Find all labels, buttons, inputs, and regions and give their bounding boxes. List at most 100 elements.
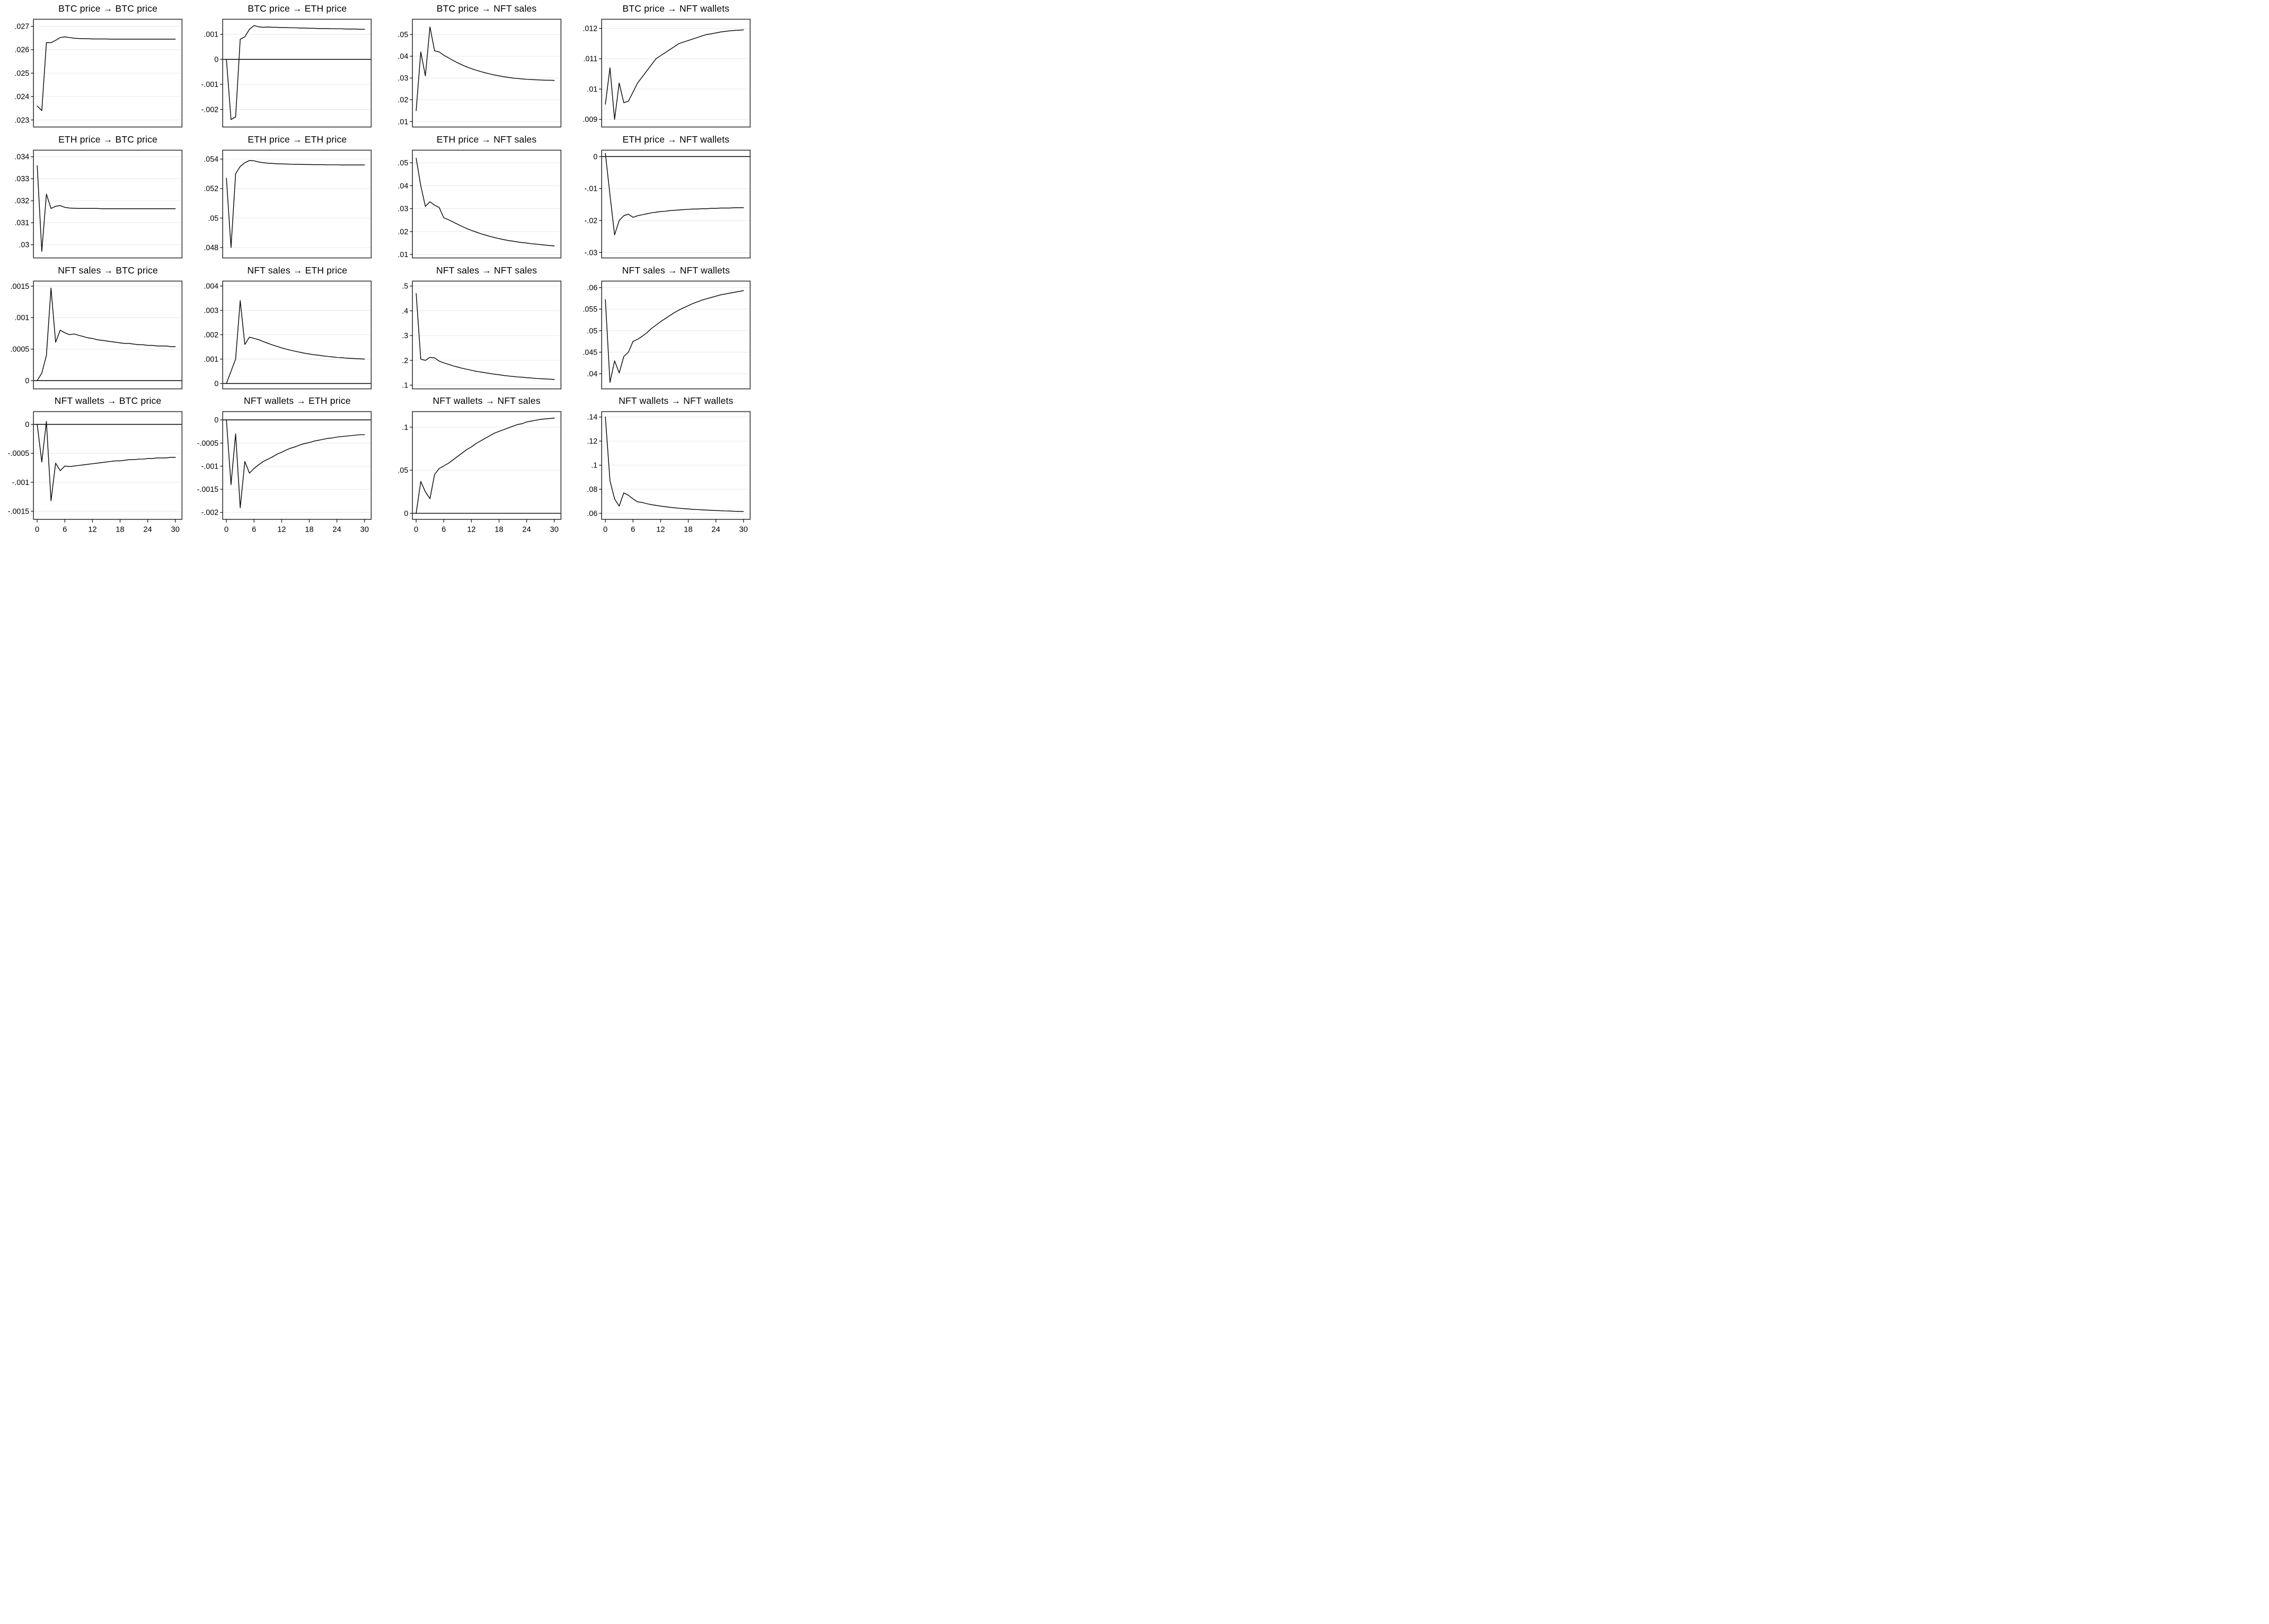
svg-text:-.0005: -.0005 xyxy=(8,449,30,458)
svg-text:.06: .06 xyxy=(587,510,597,518)
svg-text:18: 18 xyxy=(305,526,314,534)
svg-text:-.0015: -.0015 xyxy=(197,486,219,494)
subplot-nftsales-to-nftsales: NFT sales → NFT sales .1 .2 .3 .4 .5 xyxy=(380,264,566,394)
svg-text:.048: .048 xyxy=(204,244,219,252)
svg-text:.031: .031 xyxy=(14,219,29,227)
svg-text:.054: .054 xyxy=(204,155,219,164)
svg-text:24: 24 xyxy=(711,526,720,534)
svg-text:-.002: -.002 xyxy=(201,105,219,114)
svg-text:18: 18 xyxy=(116,526,124,534)
irf-line-chart: .01 .02 .03 .04 .05 xyxy=(398,149,561,259)
svg-text:.001: .001 xyxy=(14,314,29,322)
irf-line-chart: -.002 -.001 0 .001 xyxy=(201,19,372,128)
irf-line-chart: .1 .2 .3 .4 .5 xyxy=(402,280,561,390)
svg-text:30: 30 xyxy=(739,526,747,534)
svg-text:.4: .4 xyxy=(402,307,408,315)
irf-line-chart: -.03 -.02 -.01 0 xyxy=(584,149,751,259)
subplot-title: NFT sales → NFT wallets xyxy=(622,264,730,276)
irf-panel-figure: BTC price → BTC price .023.024.025.026.0… xyxy=(0,0,756,541)
subplot-btc-to-eth: BTC price → ETH price -.002 -.001 0 .001 xyxy=(190,2,376,132)
subplot-eth-to-nftsales: ETH price → NFT sales .01 .02 .03 .04 .05 xyxy=(380,133,566,263)
subplot-btc-to-nftsales: BTC price → NFT sales .01 .02 .03 .04 .05 xyxy=(380,2,566,132)
svg-text:.08: .08 xyxy=(587,486,597,494)
svg-text:.14: .14 xyxy=(587,413,597,422)
svg-text:.034: .034 xyxy=(14,153,29,161)
irf-line-chart: -.0015 -.001 -.0005 0 0 6 12 18 24 30 xyxy=(8,411,183,534)
svg-text:30: 30 xyxy=(171,526,180,534)
svg-text:.04: .04 xyxy=(398,182,408,190)
svg-text:.05: .05 xyxy=(398,159,408,167)
svg-text:.02: .02 xyxy=(398,228,408,236)
svg-text:0: 0 xyxy=(404,510,408,518)
subplot-title: BTC price → NFT wallets xyxy=(622,3,730,14)
svg-text:.033: .033 xyxy=(14,175,29,183)
svg-text:.055: .055 xyxy=(582,305,597,314)
svg-text:-.02: -.02 xyxy=(584,217,597,225)
subplot-title: ETH price → NFT sales xyxy=(436,134,537,145)
svg-text:12: 12 xyxy=(88,526,96,534)
subplot-nftwallets-to-nftsales: NFT wallets → NFT sales 0 .05 .1 0 6 12 18 24 30 xyxy=(380,394,566,541)
svg-text:.004: .004 xyxy=(204,282,219,290)
irf-line-chart: 0 .001 .002 .003 .004 xyxy=(204,280,372,389)
svg-text:6: 6 xyxy=(631,526,635,534)
svg-text:0: 0 xyxy=(35,526,39,534)
svg-text:.045: .045 xyxy=(582,348,597,357)
svg-text:-.0005: -.0005 xyxy=(197,439,219,448)
svg-text:.05: .05 xyxy=(208,214,219,223)
svg-text:0: 0 xyxy=(603,526,607,534)
svg-text:.01: .01 xyxy=(398,118,408,126)
svg-text:.012: .012 xyxy=(582,24,597,33)
irf-line-chart: .009 .01 .011 .012 xyxy=(582,19,751,128)
svg-text:0: 0 xyxy=(25,377,29,385)
irf-line-chart: .023 .024 .025 .026 .027 xyxy=(14,19,183,128)
svg-text:.011: .011 xyxy=(583,55,597,64)
svg-text:.04: .04 xyxy=(587,370,597,378)
svg-text:.001: .001 xyxy=(204,31,219,39)
irf-line-chart: .03 .031 .032 .033 .034 xyxy=(14,149,183,259)
svg-text:.0015: .0015 xyxy=(10,282,29,290)
subplot-title: NFT wallets → BTC price xyxy=(54,395,162,407)
svg-text:6: 6 xyxy=(442,526,446,534)
svg-text:0: 0 xyxy=(215,416,219,425)
subplot-title: ETH price → BTC price xyxy=(58,134,158,145)
svg-text:-.01: -.01 xyxy=(584,184,597,193)
svg-text:.023: .023 xyxy=(14,116,29,125)
svg-text:.5: .5 xyxy=(402,282,408,290)
subplot-title: BTC price → BTC price xyxy=(58,3,158,14)
svg-text:.001: .001 xyxy=(204,355,219,364)
subplot-btc-to-nftwallets: BTC price → NFT wallets .009 .01 .011 .012 xyxy=(569,2,755,132)
svg-text:0: 0 xyxy=(414,526,418,534)
svg-text:.3: .3 xyxy=(402,332,408,340)
svg-text:18: 18 xyxy=(684,526,692,534)
svg-text:.01: .01 xyxy=(398,251,408,259)
subplot-nftsales-to-btc: NFT sales → BTC price 0 .0005 .001 .0015 xyxy=(1,264,187,394)
irf-line-chart: 0 .05 .1 0 6 12 18 24 30 xyxy=(398,411,561,534)
svg-text:-.002: -.002 xyxy=(201,509,219,517)
svg-text:.12: .12 xyxy=(587,437,597,446)
svg-text:0: 0 xyxy=(224,526,228,534)
svg-text:-.0015: -.0015 xyxy=(8,508,30,516)
svg-text:24: 24 xyxy=(333,526,341,534)
subplot-title: BTC price → ETH price xyxy=(248,3,347,14)
svg-text:.0005: .0005 xyxy=(10,345,29,354)
subplot-title: ETH price → NFT wallets xyxy=(622,134,730,145)
svg-text:.009: .009 xyxy=(582,116,597,124)
subplot-btc-to-btc: BTC price → BTC price .023.024.025.026.0… xyxy=(1,2,187,132)
subplot-title: NFT sales → NFT sales xyxy=(436,264,537,276)
subplot-title: NFT sales → BTC price xyxy=(58,264,158,276)
subplot-title: BTC price → NFT sales xyxy=(436,3,537,14)
svg-text:12: 12 xyxy=(656,526,665,534)
svg-text:.052: .052 xyxy=(204,184,219,193)
subplot-title: ETH price → ETH price xyxy=(248,134,347,145)
subplot-nftsales-to-eth: NFT sales → ETH price 0 .001 .002 .003 .004 xyxy=(190,264,376,394)
irf-line-chart: .01 .02 .03 .04 .05 xyxy=(398,19,561,128)
svg-text:.002: .002 xyxy=(204,331,219,339)
svg-text:30: 30 xyxy=(550,526,558,534)
subplot-title: NFT sales → ETH price xyxy=(247,264,348,276)
subplot-title: NFT wallets → NFT sales xyxy=(432,395,541,407)
svg-text:.05: .05 xyxy=(398,31,408,39)
svg-text:.024: .024 xyxy=(14,93,29,101)
subplot-eth-to-btc: ETH price → BTC price .03.031.032.033.03… xyxy=(1,133,187,263)
svg-text:-.03: -.03 xyxy=(584,249,597,257)
svg-text:6: 6 xyxy=(63,526,67,534)
